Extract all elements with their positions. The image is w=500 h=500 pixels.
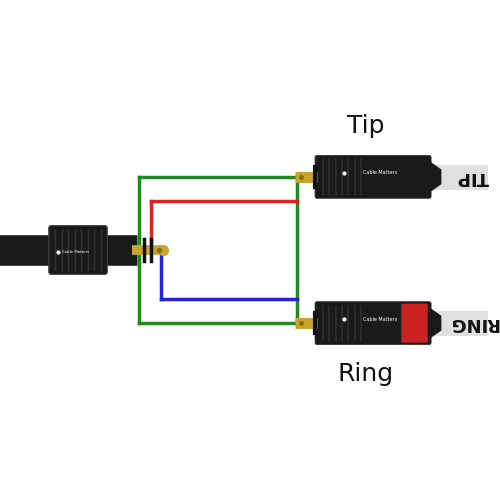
Polygon shape [424, 158, 442, 196]
Text: Cable Matters: Cable Matters [364, 170, 398, 175]
FancyBboxPatch shape [315, 156, 431, 198]
FancyBboxPatch shape [49, 226, 108, 274]
Text: Cable Matters: Cable Matters [364, 316, 398, 322]
FancyBboxPatch shape [315, 302, 431, 344]
Text: TIP: TIP [457, 168, 489, 186]
Text: Ring: Ring [338, 362, 394, 386]
Text: Cable Matters: Cable Matters [62, 250, 89, 254]
Text: RING: RING [448, 314, 498, 332]
Text: Tip: Tip [347, 114, 385, 138]
Polygon shape [424, 304, 442, 343]
FancyBboxPatch shape [402, 304, 427, 343]
